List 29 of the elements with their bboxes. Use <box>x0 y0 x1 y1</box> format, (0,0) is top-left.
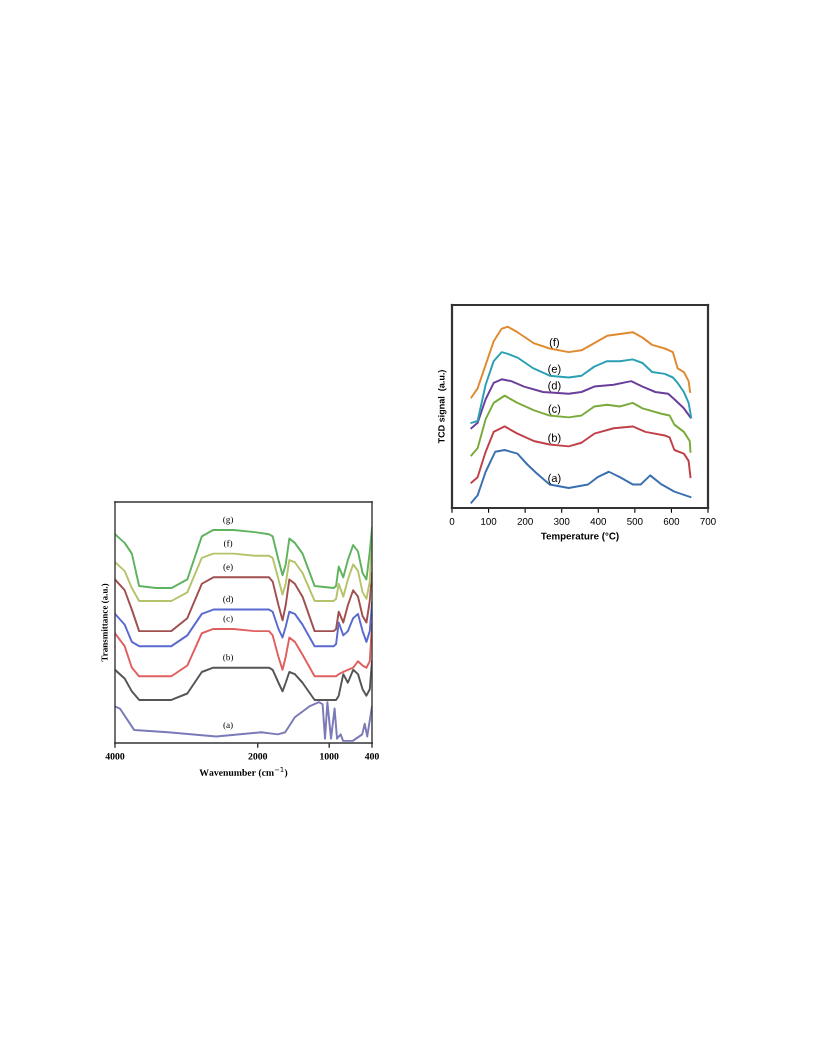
series-label: (g) <box>223 516 233 525</box>
x-tick-label: 600 <box>663 517 680 525</box>
x-tick-label: 400 <box>364 753 379 760</box>
series-label: (a) <box>223 721 233 730</box>
x-tick-label: 200 <box>517 517 533 525</box>
x-axis-title: Wavenumber (cm$^{−1}$) <box>199 767 288 778</box>
x-tick-label: 2000 <box>248 753 268 760</box>
series-label: (e) <box>223 563 233 572</box>
x-tick-label: 1000 <box>320 753 339 760</box>
series-label: (d) <box>223 595 233 604</box>
series-label: (a) <box>548 473 561 485</box>
x-tick-label: 300 <box>553 517 570 525</box>
x-axis-title: Temperature (°C) <box>540 532 619 542</box>
x-tick-label: 4000 <box>105 753 125 760</box>
x-tick-label: 700 <box>700 517 716 525</box>
y-axis-title: TCD signal (a.u.) <box>437 370 447 444</box>
x-tick-label: 100 <box>481 517 497 525</box>
y-axis-title: Transmittance (a.u.) <box>101 583 110 662</box>
series-label: (b) <box>548 433 561 444</box>
series-label: (d) <box>548 381 561 392</box>
series-label: (c) <box>223 615 233 624</box>
x-tick-label: 500 <box>627 517 643 525</box>
series-label: (f) <box>223 539 233 549</box>
x-tick-label: 400 <box>590 517 607 525</box>
x-tick-label: 0 <box>449 517 455 525</box>
series-label: (b) <box>223 653 233 663</box>
series-label: (c) <box>548 404 561 415</box>
series-label: (f) <box>549 337 559 349</box>
series-label: (e) <box>548 364 561 375</box>
